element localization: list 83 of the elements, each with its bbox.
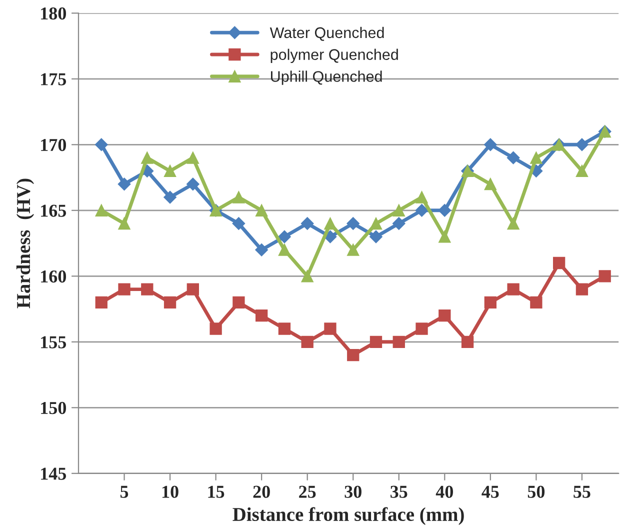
point <box>186 283 199 296</box>
x-tick-label: 15 <box>208 486 224 498</box>
y-tick-label: 165 <box>41 204 66 217</box>
y-tick-label: 175 <box>41 73 66 86</box>
point <box>507 217 520 230</box>
y-tick-label: 180 <box>41 7 66 20</box>
point <box>347 348 360 362</box>
point <box>164 190 176 204</box>
point <box>300 217 314 230</box>
point <box>598 270 611 282</box>
point <box>392 204 405 216</box>
point <box>94 138 108 152</box>
point <box>278 322 291 335</box>
x-tick-label: 35 <box>390 486 408 498</box>
point <box>95 296 108 309</box>
point <box>301 336 314 348</box>
point <box>484 178 496 190</box>
point <box>255 204 268 216</box>
x-axis-title: Distance from surface (mm) <box>232 507 464 525</box>
legend-label: Water Quenched <box>270 26 384 41</box>
x-tick-label: 25 <box>299 486 316 498</box>
point <box>95 204 108 216</box>
point <box>210 322 222 335</box>
legend-label: polymer Quenched <box>270 48 398 64</box>
point <box>186 152 199 164</box>
point <box>392 217 406 230</box>
point <box>232 296 245 309</box>
point <box>118 283 130 296</box>
x-tick-label: 20 <box>253 486 270 498</box>
x-tick-label: 50 <box>528 486 545 498</box>
point <box>324 322 336 335</box>
point <box>346 217 360 230</box>
point <box>186 178 200 191</box>
point <box>324 217 336 230</box>
point <box>576 283 588 296</box>
point <box>370 336 382 348</box>
y-tick-label: 150 <box>41 402 66 414</box>
x-tick-label: 55 <box>574 486 590 498</box>
point <box>164 164 176 178</box>
x-tick-label: 10 <box>162 486 178 498</box>
point <box>370 230 382 244</box>
point <box>415 204 428 217</box>
point <box>553 256 566 270</box>
legend-label: Uphill Quenched <box>271 70 382 85</box>
y-axis-title: Hardness (HV) <box>16 178 34 308</box>
point <box>232 191 245 204</box>
x-tick-label: 45 <box>482 486 499 498</box>
point <box>118 178 131 191</box>
point <box>416 322 428 335</box>
point <box>461 336 474 348</box>
y-tick-label: 160 <box>41 270 66 283</box>
point <box>438 230 451 243</box>
point <box>506 151 520 164</box>
point <box>438 204 452 217</box>
point <box>324 230 337 244</box>
point <box>141 283 154 296</box>
point <box>232 217 246 230</box>
point <box>484 296 496 309</box>
point <box>416 191 428 204</box>
point <box>484 138 497 152</box>
y-tick-label: 145 <box>41 468 66 480</box>
point <box>530 296 542 309</box>
point <box>576 164 588 178</box>
point <box>278 230 291 244</box>
x-tick-label: 40 <box>436 486 453 498</box>
y-tick-label: 170 <box>41 138 66 152</box>
point <box>347 244 360 256</box>
point <box>370 217 382 230</box>
point <box>392 336 405 348</box>
point <box>530 152 542 164</box>
point <box>301 270 314 282</box>
point <box>118 217 130 230</box>
x-tick-label: 5 <box>120 486 128 498</box>
x-tick-label: 30 <box>344 486 362 498</box>
point <box>164 296 176 309</box>
y-tick-label: 155 <box>41 336 66 348</box>
point <box>278 244 291 256</box>
point <box>255 310 268 322</box>
point <box>576 138 588 152</box>
point <box>255 243 268 256</box>
point <box>141 152 154 164</box>
point <box>507 283 520 296</box>
point <box>438 310 451 322</box>
